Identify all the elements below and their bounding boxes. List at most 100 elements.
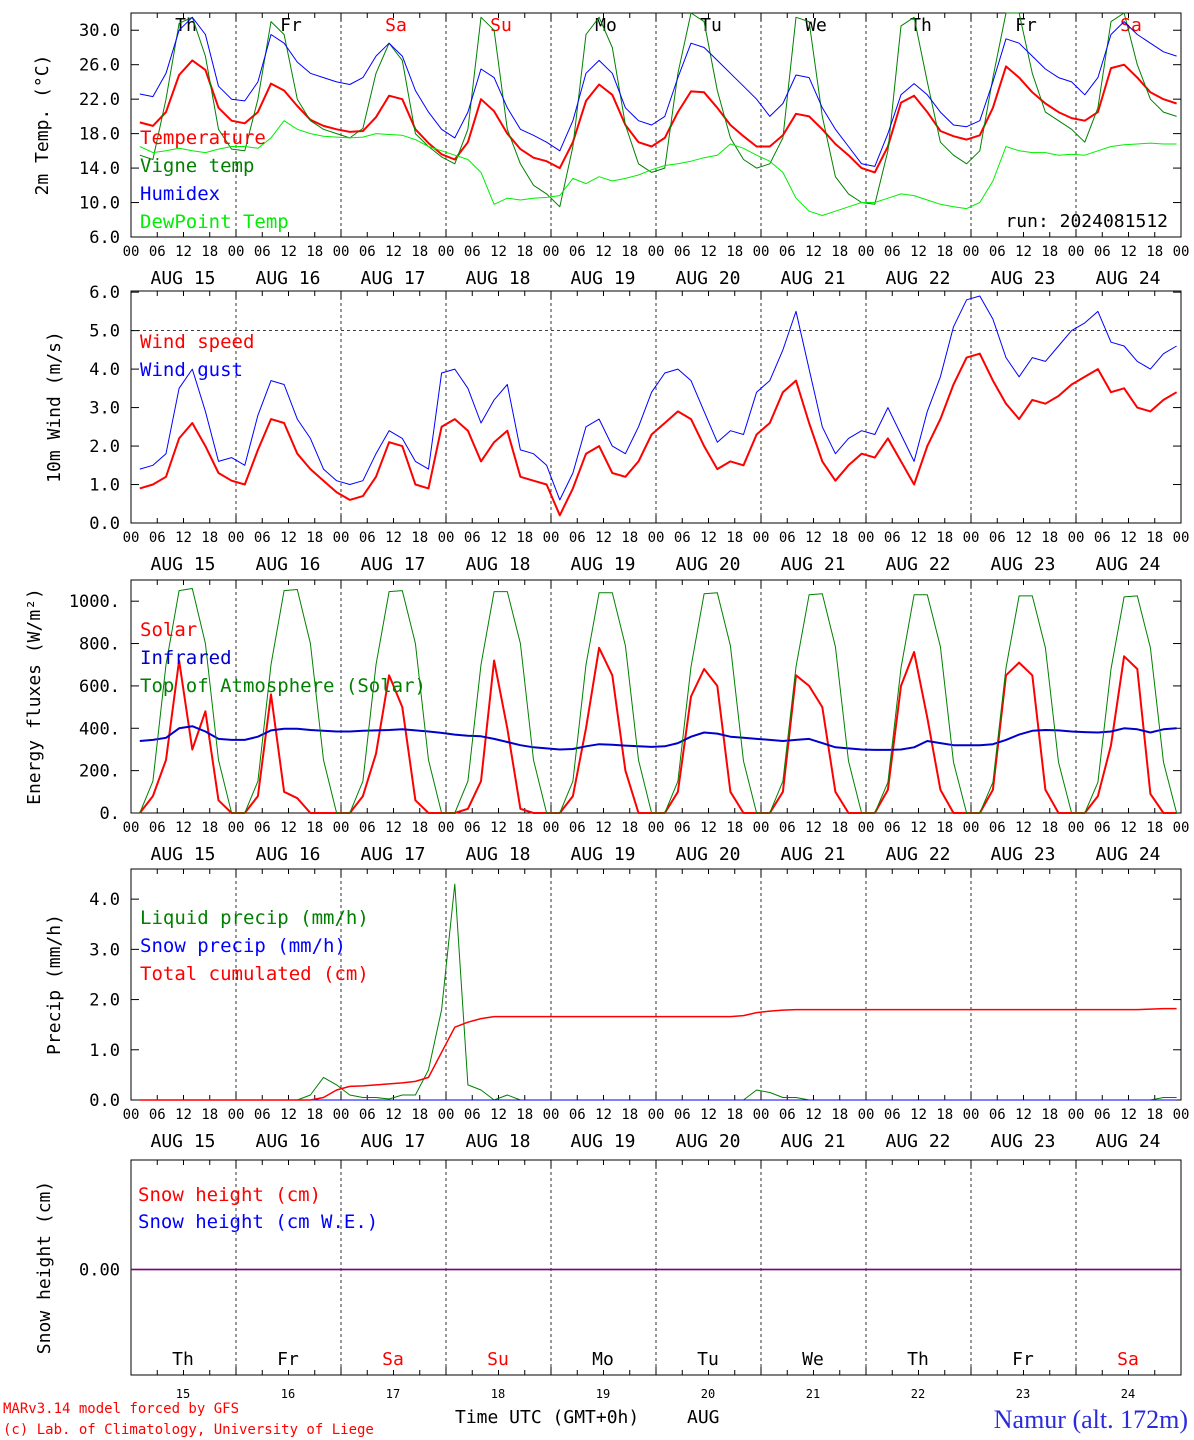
date-label: AUG 22 <box>885 554 950 575</box>
hour-tick-label: 12 <box>700 244 717 260</box>
hour-tick-label: 00 <box>333 1107 350 1123</box>
date-label: AUG 20 <box>675 554 740 575</box>
y-tick-label: 30.0 <box>79 21 120 41</box>
day-label: Th <box>910 15 932 36</box>
y-axis-label: 2m Temp. (°C) <box>32 55 53 196</box>
date-label: AUG 21 <box>780 554 845 575</box>
date-label: AUG 16 <box>255 844 320 865</box>
hour-tick-label: 12 <box>910 530 927 546</box>
y-tick-label: 0.0 <box>89 514 120 534</box>
series-line <box>139 352 1178 517</box>
hour-tick-label: 00 <box>438 530 455 546</box>
hour-tick-label: 00 <box>648 1107 665 1123</box>
hour-tick-label: 12 <box>700 820 717 836</box>
hour-tick-label: 00 <box>858 1107 875 1123</box>
hour-tick-label: 06 <box>884 820 901 836</box>
hour-tick-label: 12 <box>175 820 192 836</box>
hour-tick-label: 12 <box>595 530 612 546</box>
panel-4: 4.0 3.0 2.0 1.0 0.0 Precip (mm/h) Liquid preci… <box>44 868 1190 1152</box>
hour-tick-label: 18 <box>1041 530 1058 546</box>
hour-tick-label: 06 <box>359 530 376 546</box>
hour-tick-label: 12 <box>280 820 297 836</box>
date-label: AUG 18 <box>465 844 530 865</box>
hour-tick-label: 00 <box>123 244 140 260</box>
day-label: Sa <box>385 15 407 36</box>
date-label: AUG 20 <box>675 268 740 289</box>
y-tick-label: 200. <box>79 762 120 782</box>
hour-tick-label: 18 <box>621 244 638 260</box>
hour-tick-label: 12 <box>490 244 507 260</box>
hour-tick-label: 18 <box>831 1107 848 1123</box>
series-line <box>139 1007 1177 1101</box>
hour-tick-label: 00 <box>753 820 770 836</box>
date-label: AUG 19 <box>570 554 635 575</box>
hour-tick-label: 00 <box>228 530 245 546</box>
hour-tick-label: 18 <box>411 244 428 260</box>
hour-tick-label: 00 <box>543 820 560 836</box>
bottom-day-label: Mo <box>592 1349 614 1370</box>
hour-tick-label: 12 <box>1120 820 1137 836</box>
bottom-day-number: 24 <box>1121 1387 1135 1401</box>
date-label: AUG 22 <box>885 1131 950 1152</box>
hour-tick-label: 00 <box>1173 820 1190 836</box>
bottom-day-number: 22 <box>911 1387 925 1401</box>
y-tick-label: 3.0 <box>89 399 120 419</box>
panel-2: 6.0 5.0 4.0 3.0 2.0 1.0 0.0 10m Wind (m/s) Wind … <box>44 283 1189 575</box>
hour-tick-label: 06 <box>149 1107 166 1123</box>
date-label: AUG 18 <box>465 1131 530 1152</box>
temperature-panel: run: 2024081512 <box>1005 211 1168 232</box>
hour-tick-label: 12 <box>1120 244 1137 260</box>
y-tick-label: 5.0 <box>89 322 120 342</box>
hour-tick-label: 18 <box>1146 244 1163 260</box>
legend-entry: Liquid precip (mm/h) <box>140 907 369 929</box>
date-label: AUG 23 <box>990 268 1055 289</box>
hour-tick-label: 18 <box>1146 820 1163 836</box>
hour-tick-label: 00 <box>228 820 245 836</box>
credit-line-1: MARv3.14 model forced by GFS <box>3 1401 239 1417</box>
hour-tick-label: 06 <box>989 530 1006 546</box>
hour-tick-label: 12 <box>700 530 717 546</box>
legend-entry: DewPoint Temp <box>140 211 289 233</box>
hour-tick-label: 06 <box>674 1107 691 1123</box>
hour-tick-label: 18 <box>1146 530 1163 546</box>
y-tick-label: 2.0 <box>89 437 120 457</box>
hour-tick-label: 18 <box>201 244 218 260</box>
hour-tick-label: 12 <box>910 1107 927 1123</box>
hour-tick-label: 06 <box>779 1107 796 1123</box>
temperature-annotation: run: 2024081512 <box>1005 211 1168 232</box>
day-label: Tu <box>700 15 722 36</box>
hour-tick-label: 06 <box>254 530 271 546</box>
hour-tick-label: 18 <box>411 820 428 836</box>
bottom-day-number: 19 <box>596 1387 610 1401</box>
date-label: AUG 24 <box>1095 1131 1160 1152</box>
hour-tick-label: 12 <box>175 530 192 546</box>
hour-tick-label: 12 <box>490 530 507 546</box>
date-label: AUG 24 <box>1095 844 1160 865</box>
hour-tick-label: 06 <box>464 530 481 546</box>
x-axis-label: Time UTC (GMT+0h) <box>455 1407 639 1428</box>
hour-tick-label: 18 <box>306 530 323 546</box>
legend-entry: Vigne temp <box>140 155 254 177</box>
hour-tick-label: 00 <box>858 244 875 260</box>
hour-tick-label: 12 <box>1015 244 1032 260</box>
hour-tick-label: 06 <box>569 244 586 260</box>
hour-tick-label: 18 <box>411 1107 428 1123</box>
hour-tick-label: 18 <box>1041 820 1058 836</box>
hour-tick-label: 18 <box>831 820 848 836</box>
day-label: Sa <box>1120 15 1142 36</box>
date-label: AUG 15 <box>150 844 215 865</box>
hour-tick-label: 18 <box>831 530 848 546</box>
hour-tick-label: 18 <box>726 244 743 260</box>
hour-tick-label: 00 <box>1068 244 1085 260</box>
date-label: AUG 15 <box>150 268 215 289</box>
hour-tick-label: 06 <box>569 1107 586 1123</box>
hour-tick-label: 12 <box>1015 1107 1032 1123</box>
hour-tick-label: 06 <box>779 244 796 260</box>
hour-tick-label: 18 <box>936 244 953 260</box>
hour-tick-label: 12 <box>1015 530 1032 546</box>
bottom-day-number: 18 <box>491 1387 505 1401</box>
y-tick-label: 800. <box>79 635 120 655</box>
hour-tick-label: 00 <box>1173 1107 1190 1123</box>
hour-tick-label: 06 <box>149 530 166 546</box>
hour-tick-label: 06 <box>464 1107 481 1123</box>
